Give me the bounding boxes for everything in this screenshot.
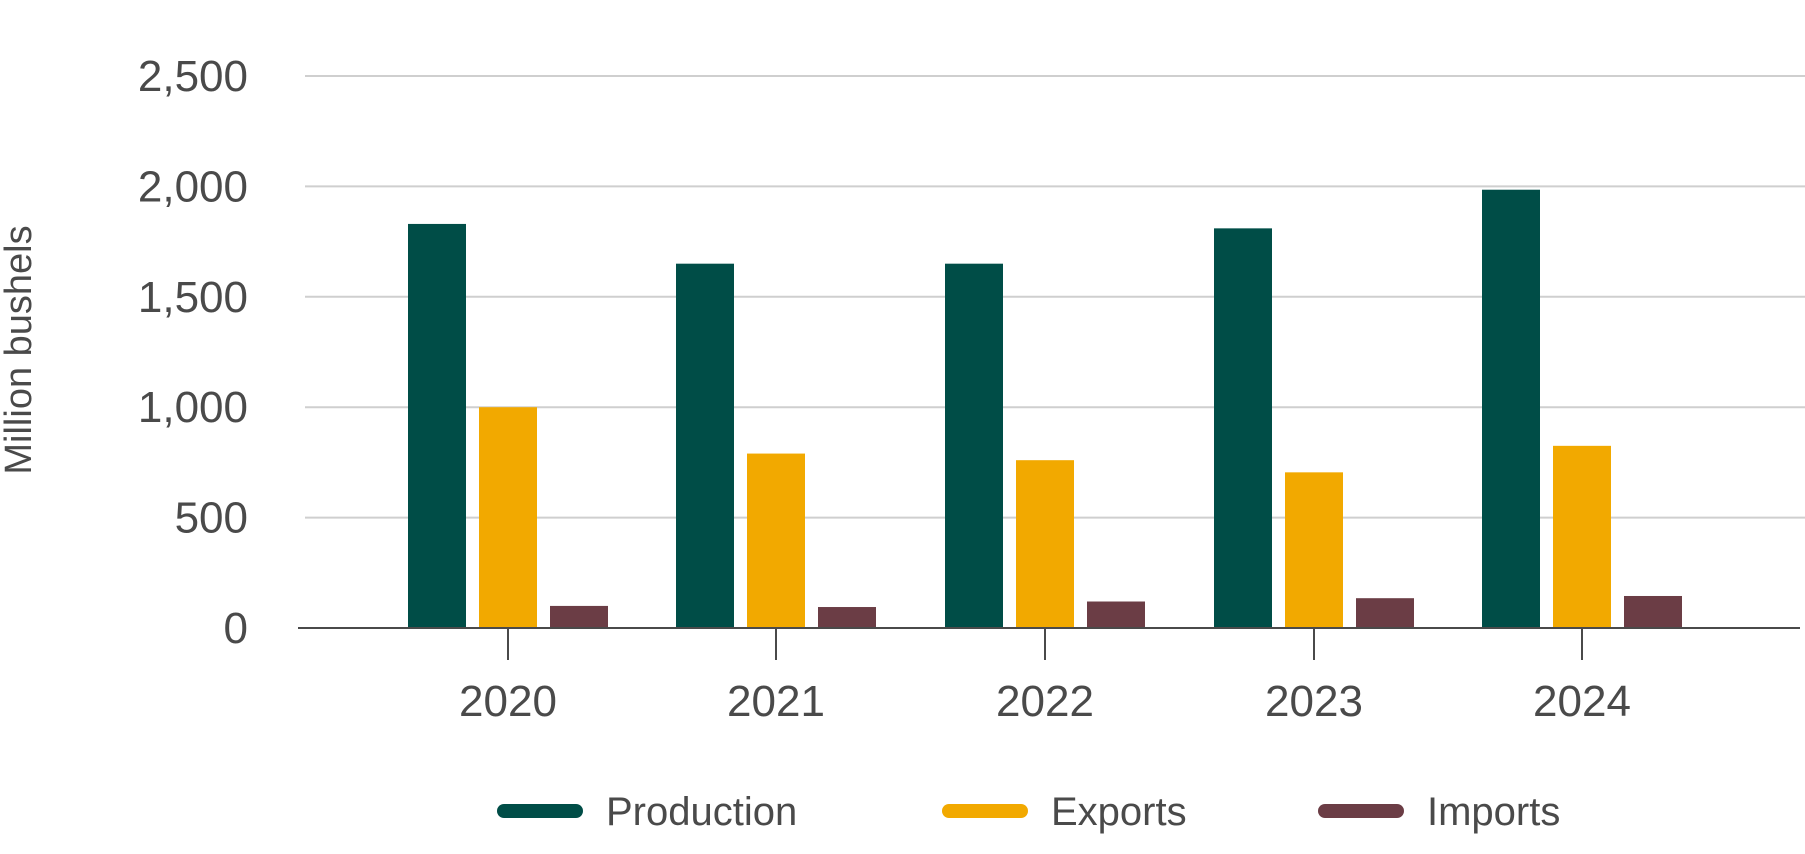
y-tick-label: 500 (175, 494, 248, 543)
bar-exports-2022 (1016, 460, 1074, 628)
legend-item-production: Production (497, 790, 797, 834)
bar-imports-2023 (1356, 598, 1414, 628)
bar-production-2022 (945, 263, 1003, 628)
y-tick-label: 2,000 (138, 162, 248, 211)
bar-exports-2020 (479, 407, 537, 628)
bar-imports-2021 (818, 607, 876, 628)
bar-production-2021 (676, 263, 734, 628)
bar-production-2023 (1214, 228, 1272, 629)
legend-item-imports: Imports (1318, 790, 1560, 834)
x-tick-label-2022: 2022 (996, 677, 1094, 726)
x-tick-label-2020: 2020 (459, 677, 557, 726)
x-tick-label-2023: 2023 (1265, 677, 1363, 726)
bar-imports-2022 (1087, 601, 1145, 628)
x-tick-label-2021: 2021 (727, 677, 825, 726)
bar-production-2024 (1482, 189, 1540, 628)
legend-label: Imports (1427, 790, 1560, 834)
bar-imports-2020 (550, 605, 608, 628)
x-axis-ticks: 2020 2021 2022 2023 2024 (459, 628, 1631, 726)
bar-imports-2024 (1624, 595, 1682, 628)
y-tick-label: 2,500 (138, 52, 248, 101)
x-tick-label-2024: 2024 (1533, 677, 1631, 726)
bar-exports-2021 (747, 453, 805, 628)
legend-label: Exports (1051, 790, 1187, 834)
bar-production-2020 (408, 223, 466, 628)
legend: Production Exports Imports (497, 790, 1560, 834)
legend-item-exports: Exports (942, 790, 1187, 834)
y-tick-label: 1,000 (138, 383, 248, 432)
y-tick-label: 0 (224, 604, 248, 653)
y-tick-label: 1,500 (138, 273, 248, 322)
y-axis-ticks: 0 500 1,000 1,500 2,000 2,500 (138, 52, 248, 653)
y-axis-title: Million bushels (0, 225, 40, 474)
bars (408, 189, 1682, 629)
bar-exports-2024 (1553, 445, 1611, 628)
legend-label: Production (606, 790, 797, 834)
bar-exports-2023 (1285, 472, 1343, 628)
